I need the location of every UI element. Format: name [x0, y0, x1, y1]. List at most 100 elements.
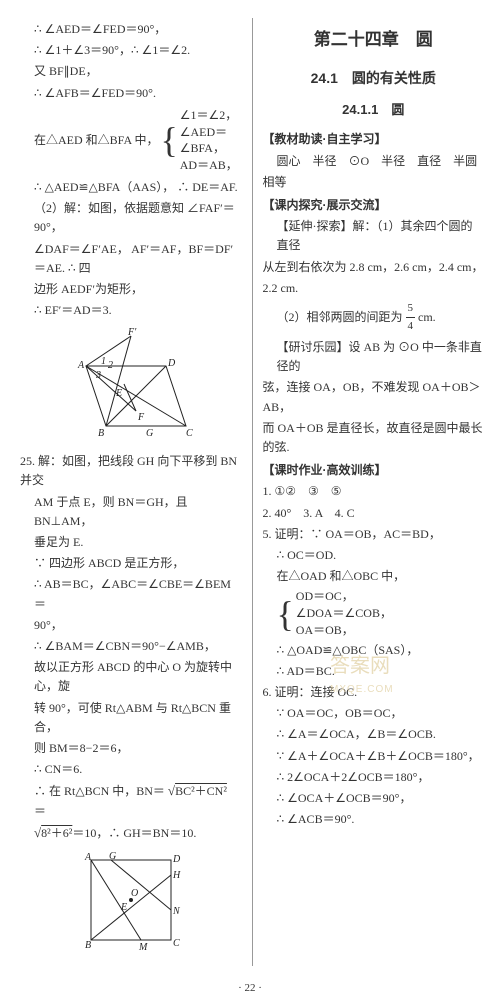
heading: 【课内探究·展示交流】: [263, 196, 485, 215]
svg-text:3: 3: [95, 370, 101, 381]
text-line: 转 90°，可使 Rt△ABM 与 Rt△BCN 重合，: [20, 699, 242, 737]
svg-text:E: E: [120, 902, 127, 913]
text-line: ∴ 2∠OCA＋2∠OCB＝180°，: [263, 768, 485, 787]
sqrt-body: 8²＋6²: [41, 826, 72, 840]
svg-text:E: E: [115, 388, 122, 399]
svg-text:G: G: [146, 428, 153, 439]
fraction-numerator: 5: [406, 300, 416, 319]
figure-2: A G D H O E N B M C: [71, 850, 191, 960]
svg-text:A: A: [84, 852, 92, 863]
text-line: ∴ EF′＝AD＝3.: [20, 301, 242, 320]
svg-text:2: 2: [108, 360, 113, 371]
fraction-denominator: 4: [406, 318, 416, 336]
text-line: 从左到右依次为 2.8 cm，2.6 cm，2.4 cm，: [263, 258, 485, 277]
text-span: cm.: [418, 310, 436, 324]
text-line: ∴ AB＝BC，∠ABC＝∠CBE＝∠BEM＝: [20, 575, 242, 613]
figure-1: F′ A 123 D E F B G C: [56, 326, 206, 446]
text-span: ＝: [34, 804, 46, 818]
left-brace-icon: {: [277, 596, 294, 632]
brace-system: { ∠1＝∠2， ∠AED＝∠BFA， AD＝AB，: [160, 107, 241, 174]
text-line: （2）相邻两圆的间距为 5 4 cm.: [263, 300, 485, 336]
svg-text:B: B: [98, 428, 104, 439]
text-line: ∴ △AED≌△BFA（AAS）， ∴ DE＝AF.: [20, 178, 242, 197]
text-line: 5. 证明：∵ OA＝OB，AC＝BD，: [263, 525, 485, 544]
section-title: 24.1 圆的有关性质: [263, 67, 485, 89]
text-span: （2）相邻两圆的间距为: [277, 310, 406, 324]
left-column: ∴ ∠AED＝∠FED＝90°， ∴ ∠1＋∠3＝90°，∴ ∠1＝∠2. 又 …: [20, 18, 252, 966]
text-span: ＝10，∴ GH＝BN＝10.: [72, 826, 196, 840]
svg-text:G: G: [109, 851, 116, 862]
text-line: 2. 40° 3. A 4. C: [263, 504, 485, 523]
text-line: 边形 AEDF′为矩形，: [20, 280, 242, 299]
text-span: ∴ 在 Rt△BCN 中，BN＝: [34, 784, 168, 798]
text-line: ∴ ∠AFB＝∠FED＝90°.: [20, 84, 242, 103]
svg-text:F′: F′: [127, 327, 137, 338]
chapter-title: 第二十四章 圆: [263, 26, 485, 53]
text-line: 90°，: [20, 616, 242, 635]
text-line: 故以正方形 ABCD 的中心 O 为旋转中心，旋: [20, 658, 242, 696]
text-line: 而 OA＋OB 是直径长，故直径是圆中最长的弦.: [263, 419, 485, 457]
text-line: 相等: [263, 173, 485, 192]
text-line: 又 BF∥DE，: [20, 62, 242, 81]
text-line: ∴ ∠BAM＝∠CBN＝90°−∠AMB，: [20, 637, 242, 656]
brace-line: ∠1＝∠2，: [180, 107, 242, 124]
svg-text:B: B: [85, 940, 91, 951]
svg-text:D: D: [167, 358, 176, 369]
brace-line: OD＝OC，: [296, 588, 392, 605]
text-line: ∴ AD＝BC.: [263, 662, 485, 681]
brace-line: AD＝AB，: [180, 157, 242, 174]
text-line: ∵ OA＝OC，OB＝OC，: [263, 704, 485, 723]
text-line: 【延伸·探索】解：（1）其余四个圆的直径: [263, 217, 485, 255]
text-line: 6. 证明：连接 OC.: [263, 683, 485, 702]
text-span: ∠DAF＝∠F′AE，: [34, 242, 129, 256]
text-line: （2）解：如图，依据题意知 ∠FAF′＝90°，: [20, 199, 242, 237]
text-line: ∴ ∠ACB＝90°.: [263, 810, 485, 829]
text-line: 则 BM＝8−2＝6，: [20, 739, 242, 758]
text-line: ∴ CN＝6.: [20, 760, 242, 779]
text-line: 【研讨乐园】设 AB 为 ⊙O 中一条非直径的: [263, 338, 485, 376]
text-line: 2.2 cm.: [263, 279, 485, 298]
svg-text:1: 1: [101, 356, 106, 367]
brace-line: ∠AED＝∠BFA，: [180, 124, 242, 158]
text-line: 在△OAD 和△OBC 中，: [263, 567, 485, 586]
sqrt-icon: √: [34, 825, 41, 840]
text-line: ∵ ∠A＋∠OCA＋∠B＋∠OCB＝180°，: [263, 747, 485, 766]
svg-text:C: C: [173, 938, 180, 949]
text-line: ∠DAF＝∠F′AE， AF′＝AF，BF＝DF′＝AE. ∴ 四: [20, 240, 242, 278]
svg-text:O: O: [131, 888, 138, 899]
brace-system: { OD＝OC， ∠DOA＝∠COB， OA＝OB，: [277, 588, 485, 638]
subsection-title: 24.1.1 圆: [263, 100, 485, 121]
text-line: ∴ ∠A＝∠OCA，∠B＝∠OCB.: [263, 725, 485, 744]
text-line: 圆心 半径 ⊙O 半径 直径 半圆: [263, 152, 485, 171]
svg-text:D: D: [172, 854, 181, 865]
left-brace-icon: {: [160, 122, 177, 158]
svg-text:H: H: [172, 870, 181, 881]
text-line: √8²＋6²＝10，∴ GH＝BN＝10.: [20, 823, 242, 844]
text-line: ∵ 四边形 ABCD 是正方形，: [20, 554, 242, 573]
svg-text:N: N: [172, 906, 181, 917]
brace-line: OA＝OB，: [296, 622, 392, 639]
svg-text:M: M: [138, 942, 148, 953]
text-line: ∴ 在 Rt△BCN 中，BN＝ √BC²＋CN² ＝: [20, 781, 242, 821]
page-container: ∴ ∠AED＝∠FED＝90°， ∴ ∠1＋∠3＝90°，∴ ∠1＝∠2. 又 …: [0, 0, 500, 976]
right-column: 第二十四章 圆 24.1 圆的有关性质 24.1.1 圆 【教材助读·自主学习】…: [252, 18, 485, 966]
text-line: ∴ △OAD≌△OBC（SAS），: [263, 641, 485, 660]
brace-line: ∠DOA＝∠COB，: [296, 605, 392, 622]
text-line: 25. 解：如图，把线段 GH 向下平移到 BN 并交: [20, 452, 242, 490]
heading: 【教材助读·自主学习】: [263, 130, 485, 149]
text-line: 弦，连接 OA，OB，不难发现 OA＋OB＞AB，: [263, 378, 485, 416]
text-line: ∴ OC＝OD.: [263, 546, 485, 565]
text-line: ∴ ∠AED＝∠FED＝90°，: [20, 20, 242, 39]
text-line: 在△AED 和△BFA 中，: [20, 131, 158, 150]
page-number: · 22 ·: [0, 976, 500, 998]
svg-text:F: F: [137, 412, 145, 423]
text-line: AM 于点 E，则 BN＝GH，且 BN⊥AM，: [20, 493, 242, 531]
text-line: 垂足为 E.: [20, 533, 242, 552]
sqrt-body: BC²＋CN²: [175, 784, 227, 798]
svg-text:C: C: [186, 428, 193, 439]
heading: 【课时作业·高效训练】: [263, 461, 485, 480]
svg-text:A: A: [77, 360, 85, 371]
text-line: 1. ①② ③ ⑤: [263, 482, 485, 501]
fraction: 5 4: [406, 300, 416, 336]
text-line: ∴ ∠OCA＋∠OCB＝90°，: [263, 789, 485, 808]
